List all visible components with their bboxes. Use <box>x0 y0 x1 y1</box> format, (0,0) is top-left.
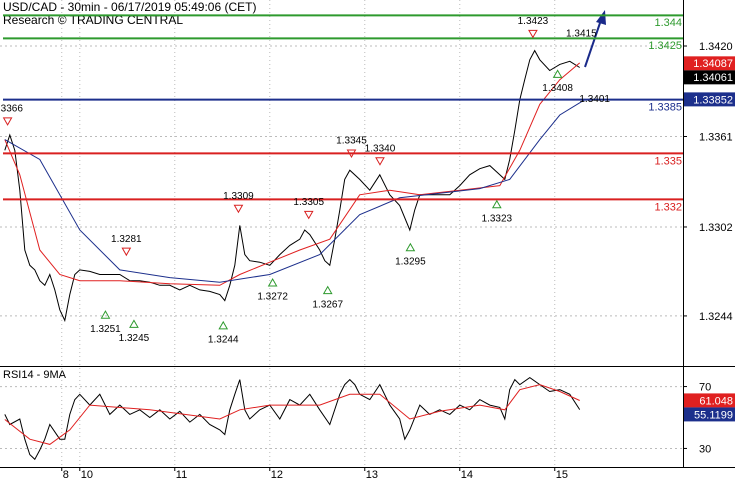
series-line <box>4 384 580 445</box>
y-tick-label: 70 <box>699 381 711 393</box>
annotation: 1.3323 <box>482 213 513 224</box>
forecast-arrow <box>584 19 602 68</box>
x-tick-label: 12 <box>271 469 283 480</box>
level-label: 1.344 <box>654 17 682 29</box>
series-line <box>4 376 581 461</box>
low-marker <box>100 310 111 319</box>
chart-subtitle: Research © TRADING CENTRAL <box>3 13 183 27</box>
x-tick-label: 10 <box>81 469 93 480</box>
high-marker <box>346 149 357 159</box>
price-box <box>684 393 735 408</box>
forecast-arrowhead <box>596 10 606 25</box>
rsi-title: RSI14 - 9MA <box>3 369 67 381</box>
high-marker <box>2 117 13 126</box>
low-marker <box>267 277 278 287</box>
annotation: 1.3295 <box>395 256 426 267</box>
high-marker <box>303 210 314 220</box>
y-tick-label: 1.3361 <box>699 131 733 143</box>
annotation: 1.3345 <box>336 136 367 147</box>
annotation: 1.3245 <box>119 333 150 344</box>
high-marker <box>528 29 538 39</box>
x-tick-label: 15 <box>556 469 568 480</box>
price-box-label: 55.1199 <box>694 409 733 421</box>
annotation: 1.3401 <box>579 94 610 105</box>
y-tick-label: 1.3420 <box>699 41 733 53</box>
level-label: 1.3385 <box>648 102 682 114</box>
y-tick-label: 1.3244 <box>699 311 733 323</box>
plot <box>4 49 586 461</box>
x-tick-label: 13 <box>366 469 378 480</box>
annotation: 1.3366 <box>0 103 23 114</box>
annotation: 1.3340 <box>365 143 396 154</box>
series-line <box>4 99 586 283</box>
price-box <box>684 407 735 422</box>
price-box <box>684 70 735 85</box>
price-box-label: 1.34061 <box>693 72 733 84</box>
annotation: 1.3423 <box>518 16 549 27</box>
annotation: 1.3272 <box>257 292 288 303</box>
annotation: 1.3267 <box>312 299 343 310</box>
x-tick-label: 11 <box>176 469 187 480</box>
annotation: 1.3408 <box>542 83 573 94</box>
annotation: 1.3244 <box>208 335 239 346</box>
series-line <box>4 49 580 323</box>
chart-title: USD/CAD - 30min - 06/17/2019 05:49:06 (C… <box>3 0 256 14</box>
y-tick-label: 30 <box>699 443 711 455</box>
low-marker <box>405 242 416 252</box>
level-label: 1.3425 <box>648 40 682 52</box>
annotation: 1.3281 <box>111 234 142 245</box>
level-label: 1.332 <box>654 201 682 213</box>
series-line <box>4 62 581 286</box>
x-tick-label: 8 <box>63 469 69 480</box>
price-box-label: 1.34087 <box>693 58 733 70</box>
annotation: 1.3309 <box>223 191 254 202</box>
low-marker <box>322 285 333 295</box>
high-marker <box>375 157 385 166</box>
low-marker <box>218 320 229 330</box>
price-box <box>684 56 735 71</box>
high-marker <box>121 247 132 257</box>
annotation: 1.3415 <box>566 28 597 39</box>
annotation: 1.3251 <box>90 324 121 335</box>
high-marker <box>233 204 244 214</box>
grid <box>0 0 683 467</box>
annotation: 1.3305 <box>293 197 324 208</box>
y-tick-label: 1.3302 <box>699 222 733 234</box>
level-label: 1.335 <box>654 155 682 167</box>
low-marker <box>491 199 502 209</box>
price-box-label: 1.33852 <box>693 94 733 106</box>
x-tick-label: 14 <box>461 469 473 480</box>
low-marker <box>129 319 139 328</box>
price-box <box>684 92 735 107</box>
low-marker <box>552 69 563 78</box>
price-box-label: 61.048 <box>699 395 733 407</box>
